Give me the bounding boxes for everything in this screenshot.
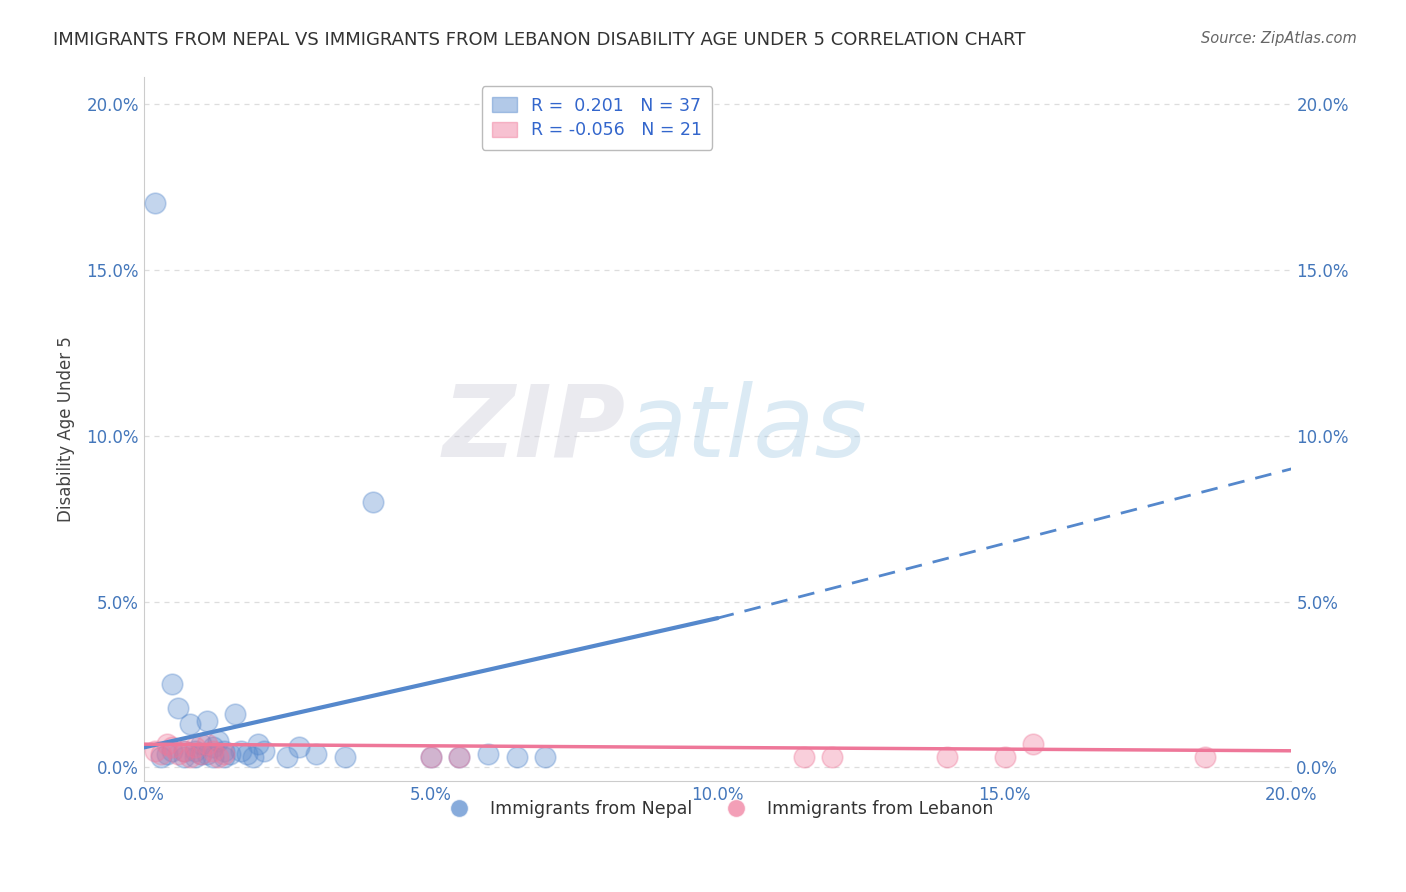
- Point: [212, 750, 235, 764]
- Point: [1022, 737, 1045, 751]
- Legend: Immigrants from Nepal, Immigrants from Lebanon: Immigrants from Nepal, Immigrants from L…: [434, 793, 1001, 825]
- Point: [201, 744, 224, 758]
- Point: [207, 734, 229, 748]
- Point: [449, 750, 471, 764]
- Point: [184, 750, 207, 764]
- Point: [201, 740, 224, 755]
- Point: [179, 717, 201, 731]
- Point: [162, 740, 184, 755]
- Point: [162, 744, 184, 758]
- Point: [276, 750, 298, 764]
- Text: atlas: atlas: [626, 381, 868, 477]
- Point: [173, 744, 195, 758]
- Point: [143, 744, 166, 758]
- Point: [201, 750, 224, 764]
- Point: [821, 750, 844, 764]
- Point: [993, 750, 1015, 764]
- Point: [419, 750, 441, 764]
- Text: IMMIGRANTS FROM NEPAL VS IMMIGRANTS FROM LEBANON DISABILITY AGE UNDER 5 CORRELAT: IMMIGRANTS FROM NEPAL VS IMMIGRANTS FROM…: [53, 31, 1026, 49]
- Point: [143, 196, 166, 211]
- Point: [195, 747, 218, 761]
- Point: [1194, 750, 1216, 764]
- Point: [253, 744, 276, 758]
- Point: [162, 677, 184, 691]
- Point: [419, 750, 441, 764]
- Point: [218, 747, 240, 761]
- Point: [305, 747, 328, 761]
- Text: ZIP: ZIP: [443, 381, 626, 477]
- Point: [242, 750, 264, 764]
- Point: [149, 747, 172, 761]
- Point: [247, 737, 270, 751]
- Point: [190, 747, 212, 761]
- Point: [184, 740, 207, 755]
- Point: [173, 750, 195, 764]
- Point: [505, 750, 527, 764]
- Point: [173, 744, 195, 758]
- Point: [287, 740, 309, 755]
- Point: [449, 750, 471, 764]
- Point: [333, 750, 356, 764]
- Point: [155, 737, 177, 751]
- Text: Source: ZipAtlas.com: Source: ZipAtlas.com: [1201, 31, 1357, 46]
- Point: [155, 747, 177, 761]
- Point: [167, 747, 190, 761]
- Point: [184, 744, 207, 758]
- Point: [167, 700, 190, 714]
- Point: [534, 750, 557, 764]
- Point: [936, 750, 959, 764]
- Point: [231, 744, 253, 758]
- Point: [361, 495, 384, 509]
- Point: [477, 747, 499, 761]
- Point: [793, 750, 815, 764]
- Point: [212, 744, 235, 758]
- Point: [212, 747, 235, 761]
- Point: [236, 747, 259, 761]
- Point: [207, 750, 229, 764]
- Point: [179, 750, 201, 764]
- Point: [190, 737, 212, 751]
- Point: [149, 750, 172, 764]
- Point: [224, 707, 246, 722]
- Point: [195, 714, 218, 728]
- Point: [190, 747, 212, 761]
- Point: [195, 737, 218, 751]
- Y-axis label: Disability Age Under 5: Disability Age Under 5: [58, 336, 75, 522]
